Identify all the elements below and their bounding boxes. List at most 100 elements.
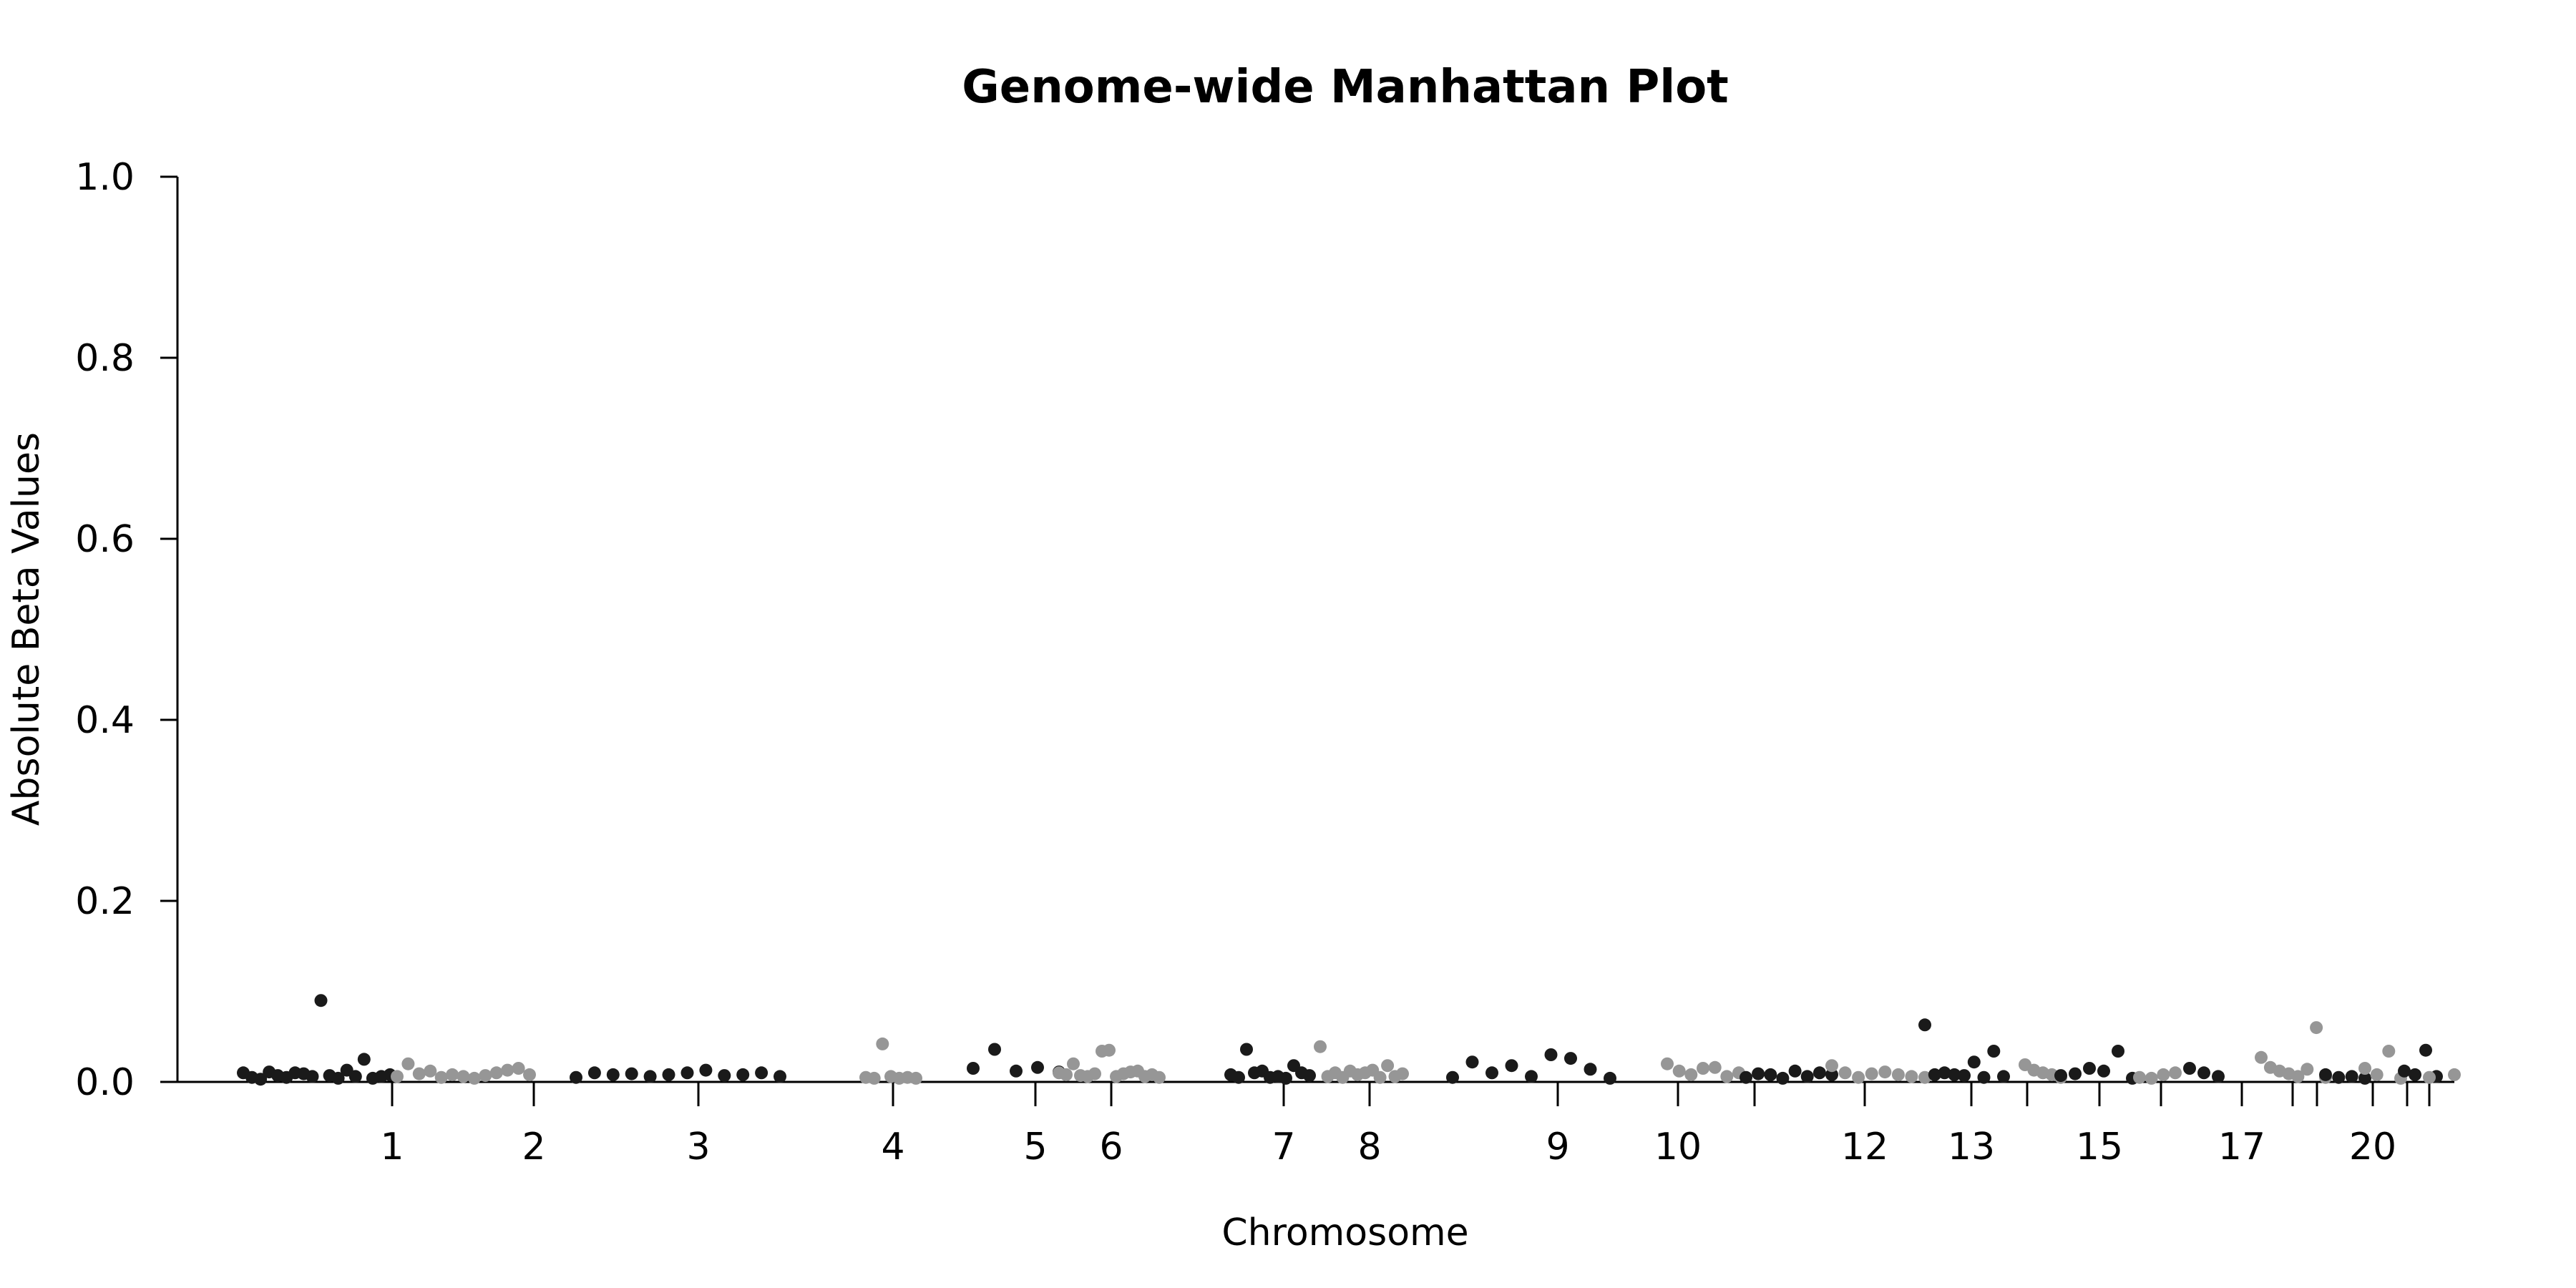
data-point bbox=[1865, 1067, 1878, 1080]
x-tick-label: 15 bbox=[2076, 1126, 2123, 1169]
y-tick-label: 0.2 bbox=[75, 880, 135, 923]
data-point bbox=[1697, 1062, 1709, 1075]
data-point bbox=[2183, 1062, 2196, 1075]
data-point bbox=[1905, 1070, 1918, 1083]
data-point bbox=[1604, 1071, 1616, 1085]
data-point bbox=[2169, 1066, 2182, 1080]
data-point bbox=[1314, 1040, 1327, 1053]
data-point bbox=[2255, 1050, 2268, 1064]
data-point bbox=[625, 1067, 638, 1080]
x-tick-label: 7 bbox=[1272, 1126, 1295, 1169]
data-point bbox=[867, 1071, 881, 1085]
data-point bbox=[988, 1043, 1001, 1056]
data-point bbox=[1825, 1059, 1838, 1073]
data-point bbox=[467, 1071, 481, 1085]
x-tick-label: 6 bbox=[1099, 1126, 1123, 1169]
x-tick-label: 3 bbox=[686, 1126, 710, 1169]
data-point bbox=[457, 1070, 470, 1083]
data-point bbox=[523, 1068, 536, 1081]
data-point bbox=[424, 1064, 437, 1078]
y-tick-label: 1.0 bbox=[75, 156, 135, 199]
y-tick-label: 0.4 bbox=[75, 699, 135, 742]
data-point bbox=[2291, 1070, 2305, 1083]
data-point bbox=[2310, 1021, 2323, 1035]
x-tick-label: 10 bbox=[1654, 1126, 1702, 1169]
data-point bbox=[1878, 1065, 1892, 1079]
data-point bbox=[357, 1053, 371, 1066]
data-point bbox=[1825, 1068, 1838, 1081]
data-point bbox=[254, 1073, 268, 1086]
data-point bbox=[1279, 1071, 1292, 1085]
data-point bbox=[2345, 1070, 2358, 1083]
data-point bbox=[680, 1066, 694, 1080]
data-point bbox=[643, 1070, 657, 1083]
data-point bbox=[1776, 1071, 1790, 1085]
data-point bbox=[1505, 1059, 1518, 1073]
data-point bbox=[2133, 1070, 2146, 1084]
data-point bbox=[876, 1037, 889, 1050]
data-point bbox=[479, 1069, 492, 1083]
data-point bbox=[1584, 1063, 1597, 1076]
data-point bbox=[1764, 1068, 1777, 1081]
data-point bbox=[1373, 1070, 1387, 1084]
data-point bbox=[434, 1070, 448, 1084]
data-point bbox=[2145, 1071, 2158, 1085]
data-point bbox=[2382, 1045, 2396, 1058]
x-tick-label: 17 bbox=[2218, 1126, 2265, 1169]
data-point bbox=[2358, 1071, 2371, 1085]
x-tick-label: 4 bbox=[881, 1126, 904, 1169]
y-tick-label: 0.6 bbox=[75, 518, 135, 561]
data-point bbox=[755, 1066, 769, 1080]
data-point bbox=[2419, 1043, 2432, 1057]
data-point bbox=[718, 1069, 731, 1083]
data-point bbox=[967, 1062, 980, 1075]
data-point bbox=[1838, 1066, 1852, 1080]
data-point bbox=[699, 1063, 713, 1077]
data-point bbox=[1067, 1057, 1080, 1070]
data-point bbox=[1938, 1066, 1951, 1080]
data-point bbox=[1977, 1070, 1991, 1084]
data-point bbox=[2069, 1067, 2082, 1080]
data-point bbox=[1813, 1066, 1826, 1080]
data-point bbox=[2409, 1068, 2421, 1081]
x-tick-label: 13 bbox=[1948, 1126, 1995, 1169]
data-point bbox=[1928, 1068, 1941, 1081]
data-point bbox=[587, 1066, 601, 1080]
y-axis-label: Absolute Beta Values bbox=[5, 432, 48, 826]
data-point bbox=[1060, 1068, 1073, 1081]
data-point bbox=[401, 1057, 415, 1070]
data-point bbox=[1446, 1070, 1459, 1084]
chart-title: Genome-wide Manhattan Plot bbox=[962, 61, 1729, 114]
data-point bbox=[1088, 1067, 1101, 1080]
data-point bbox=[1684, 1068, 1698, 1081]
x-axis-label: Chromosome bbox=[1221, 1211, 1468, 1254]
data-point bbox=[2197, 1066, 2210, 1080]
data-point bbox=[2423, 1070, 2436, 1084]
data-point bbox=[348, 1070, 362, 1083]
x-tick-label: 20 bbox=[2349, 1126, 2396, 1169]
data-point bbox=[1752, 1067, 1765, 1080]
data-point bbox=[570, 1070, 582, 1084]
data-point bbox=[1918, 1070, 1931, 1084]
data-point bbox=[501, 1063, 514, 1077]
x-tick-label: 12 bbox=[1841, 1126, 1888, 1169]
data-point bbox=[1103, 1043, 1116, 1057]
x-tick-label: 8 bbox=[1357, 1126, 1381, 1169]
data-point bbox=[1564, 1052, 1577, 1065]
x-axis-ticks: 1 2 3 4 5 6 7 8 9 10 12 13 15 17 20 bbox=[380, 1082, 2431, 1169]
data-point bbox=[1240, 1043, 1253, 1056]
data-point bbox=[512, 1062, 525, 1075]
data-point bbox=[2083, 1062, 2096, 1075]
data-point bbox=[606, 1068, 620, 1081]
data-point bbox=[1720, 1070, 1734, 1083]
data-point bbox=[1381, 1059, 1395, 1073]
data-point bbox=[909, 1071, 922, 1085]
data-point bbox=[412, 1067, 426, 1080]
x-tick-label: 5 bbox=[1023, 1126, 1047, 1169]
y-tick-label: 0.0 bbox=[75, 1061, 135, 1104]
x-tick-label: 1 bbox=[380, 1126, 404, 1169]
data-point bbox=[331, 1071, 345, 1085]
data-point bbox=[1852, 1070, 1865, 1084]
data-point bbox=[2157, 1068, 2170, 1081]
